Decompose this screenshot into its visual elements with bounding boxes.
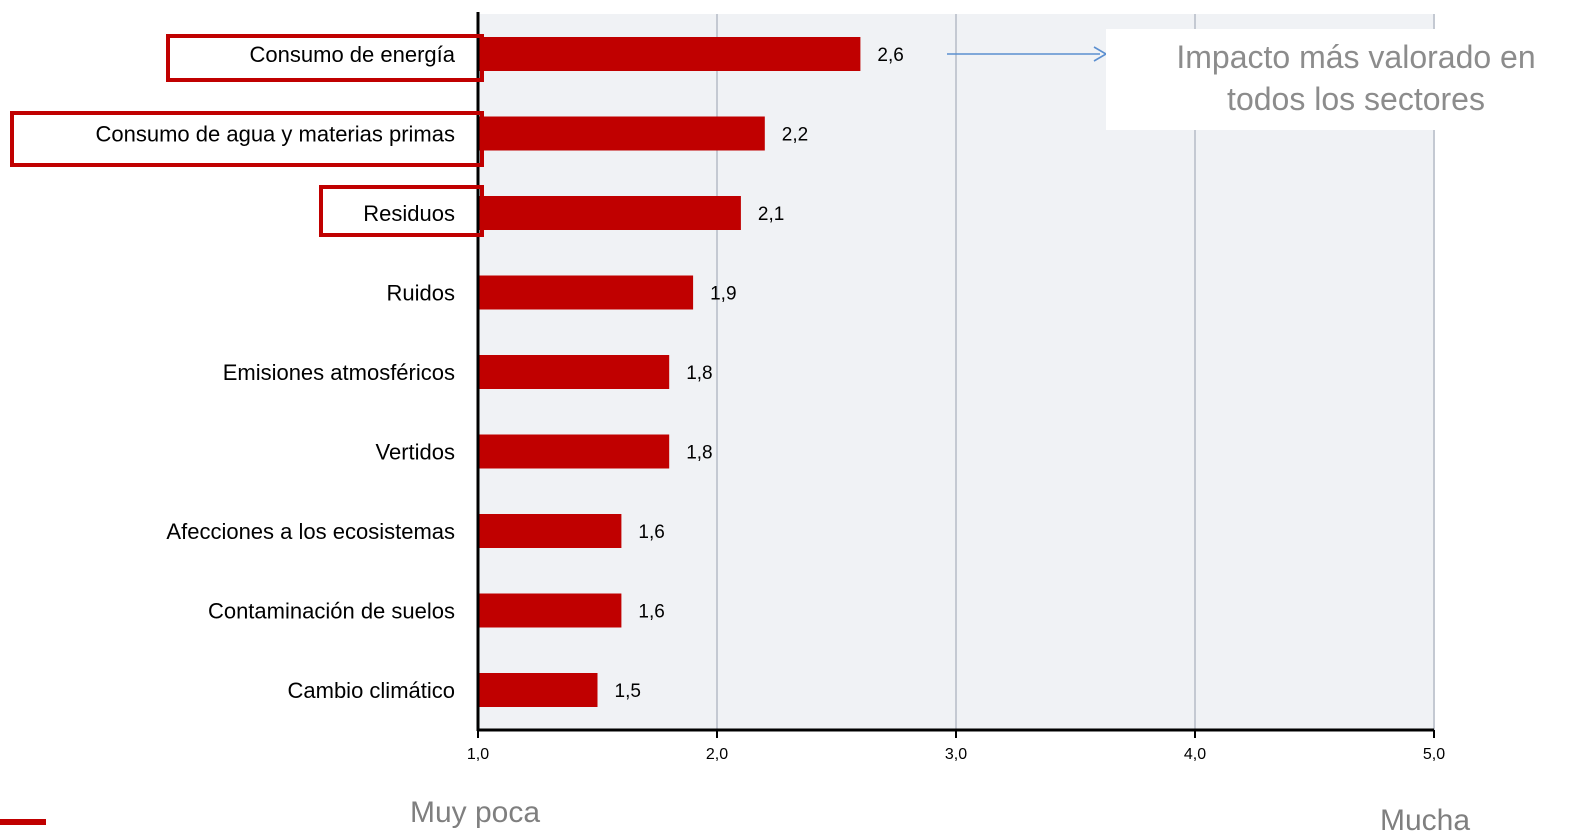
bar-4 (478, 355, 670, 389)
bar-5 (478, 434, 670, 469)
axes: 1,0 2,0 3,0 4,0 5,0 (467, 12, 1445, 763)
bar-1 (478, 116, 765, 151)
category-label-2: Residuos (363, 201, 455, 226)
annotation-text-line-1: todos los sectores (1227, 81, 1485, 117)
bar-2 (478, 196, 741, 230)
bar-7 (478, 593, 622, 628)
labels: Consumo de energía 2,6 Consumo de agua y m… (0, 34, 1470, 834)
category-label-7: Contaminación de suelos (208, 599, 455, 624)
x-tick-label-1: 2,0 (706, 746, 728, 763)
highlight-box-0 (166, 34, 484, 82)
value-label-8: 1,5 (615, 681, 641, 702)
category-label-6: Afecciones a los ecosistemas (166, 519, 455, 544)
slide-accent-bar (0, 819, 46, 825)
annotation: Impacto más valorado en todos los sectore… (947, 29, 1571, 130)
x-tick-label-3: 4,0 (1184, 746, 1206, 763)
value-label-7: 1,6 (638, 602, 664, 623)
category-label-8: Cambio climático (288, 678, 456, 703)
x-tick-label-4: 5,0 (1423, 746, 1445, 763)
bar-3 (478, 275, 694, 310)
category-label-5: Vertidos (376, 440, 456, 465)
annotation-box (1106, 29, 1571, 130)
bar-0 (478, 37, 861, 71)
category-label-1: Consumo de agua y materias primas (96, 122, 456, 147)
scale-low-label: Muy poca (410, 796, 540, 829)
bars (478, 37, 861, 707)
value-label-6: 1,6 (638, 522, 664, 543)
scale-high-label: Mucha (1380, 804, 1470, 834)
x-tick-label-2: 3,0 (945, 746, 967, 763)
category-label-0: Consumo de energía (250, 42, 456, 67)
x-tick-label-0: 1,0 (467, 746, 489, 763)
category-label-3: Ruidos (387, 281, 455, 306)
value-label-3: 1,9 (710, 284, 736, 305)
value-label-1: 2,2 (782, 125, 808, 146)
annotation-text-line-0: Impacto más valorado en (1176, 39, 1535, 75)
bar-6 (478, 514, 622, 548)
value-label-0: 2,6 (877, 45, 903, 66)
value-label-4: 1,8 (686, 363, 712, 384)
value-label-5: 1,8 (686, 443, 712, 464)
value-label-2: 2,1 (758, 204, 784, 225)
highlight-box-1 (10, 111, 484, 167)
highlight-box-2 (319, 185, 484, 237)
bar-8 (478, 673, 598, 707)
category-label-4: Emisiones atmosféricos (223, 360, 455, 385)
